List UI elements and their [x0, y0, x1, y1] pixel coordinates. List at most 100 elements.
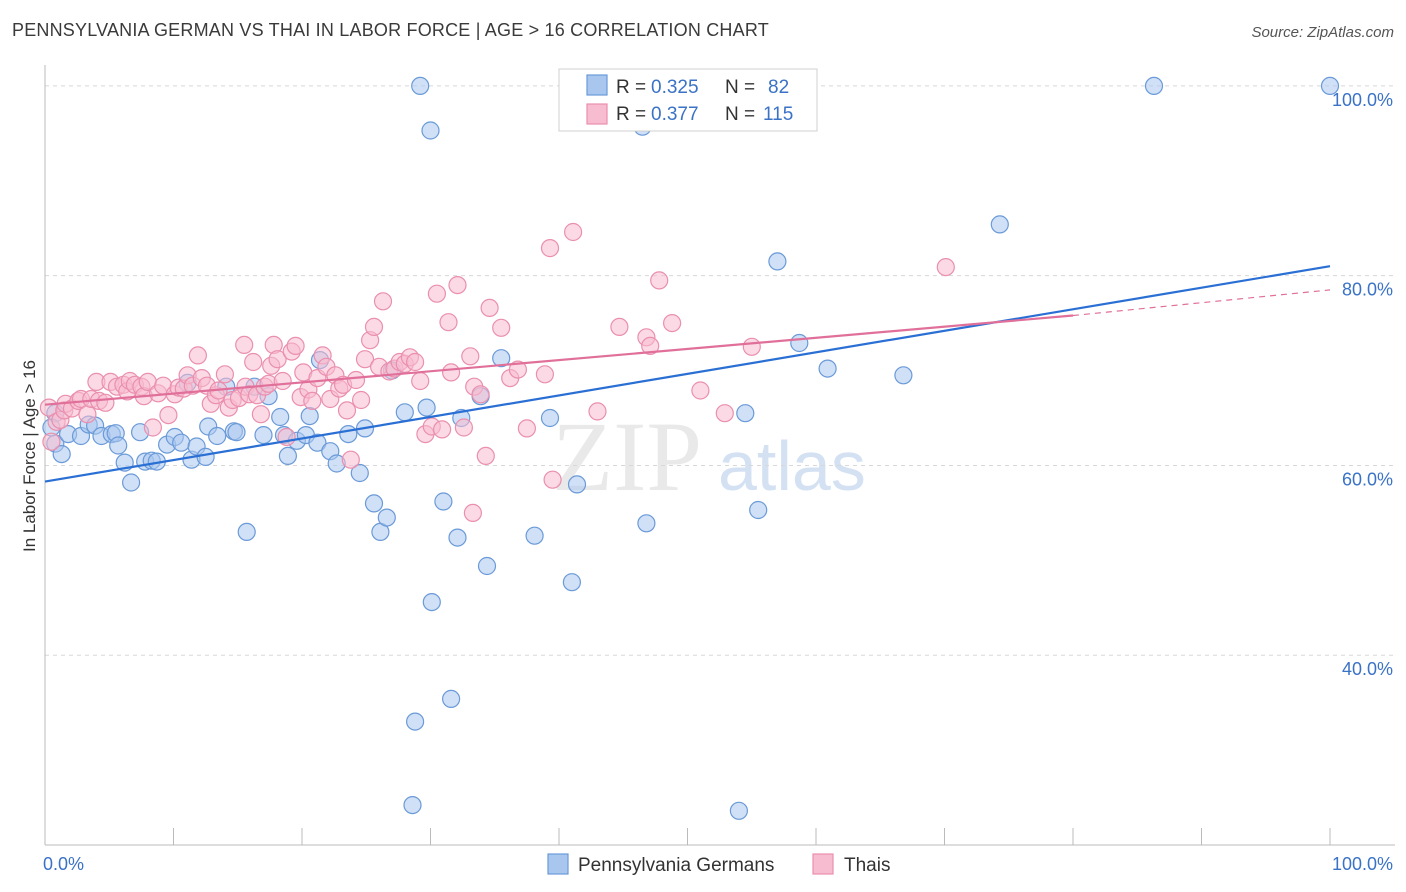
- data-point: [463, 503, 482, 523]
- data-point: [540, 239, 560, 258]
- data-point: [422, 592, 441, 612]
- data-point: [403, 795, 422, 815]
- data-point: [235, 335, 254, 354]
- data-point: [337, 401, 357, 420]
- data-point: [427, 284, 446, 303]
- data-point: [52, 445, 71, 464]
- data-point: [196, 447, 215, 466]
- data-point: [172, 433, 191, 452]
- data-point: [454, 418, 473, 437]
- x-tick-label: 100.0%: [1332, 854, 1393, 874]
- data-point: [244, 352, 263, 372]
- data-point: [768, 252, 787, 271]
- stats-n-label-blue: N =: [725, 77, 755, 98]
- x-tick-label: 0.0%: [43, 854, 84, 874]
- trend-lines: [44, 265, 1331, 483]
- chart-title: PENNSYLVANIA GERMAN VS THAI IN LABOR FOR…: [12, 20, 769, 40]
- stats-swatch-pink: [586, 103, 608, 125]
- data-point: [439, 313, 458, 332]
- data-point: [543, 470, 562, 489]
- data-point: [936, 258, 955, 277]
- stats-swatch-blue: [586, 74, 608, 96]
- data-point: [433, 420, 452, 439]
- data-point: [278, 446, 297, 465]
- data-point: [208, 426, 227, 446]
- data-point: [610, 317, 629, 336]
- data-point: [563, 222, 583, 242]
- data-point: [159, 406, 178, 425]
- trend-line-thais: [44, 314, 1074, 406]
- data-point: [729, 801, 749, 820]
- data-point: [109, 436, 128, 455]
- data-point: [434, 492, 453, 511]
- series-legend-swatch-thais: [812, 853, 834, 875]
- data-point: [251, 405, 270, 424]
- data-point: [818, 359, 837, 378]
- data-point: [442, 363, 461, 382]
- chart-source: Source: ZipAtlas.com: [1251, 24, 1394, 41]
- data-point: [421, 121, 440, 140]
- watermark: ZIP atlas: [552, 401, 866, 512]
- data-point: [303, 391, 322, 410]
- data-point: [346, 370, 366, 390]
- data-point: [406, 712, 425, 731]
- y-tick-label: 60.0%: [1342, 469, 1393, 489]
- data-point: [42, 432, 61, 451]
- data-point: [254, 426, 273, 445]
- stats-r-value-blue: 0.325: [651, 77, 699, 98]
- data-point: [364, 317, 384, 336]
- stats-r-label-pink: R =: [616, 104, 646, 125]
- data-point: [461, 347, 480, 366]
- series-legend: Pennsylvania Germans Thais: [547, 853, 890, 876]
- grid-lines: [45, 85, 1395, 656]
- data-point: [406, 352, 425, 372]
- data-point: [894, 366, 913, 385]
- data-point: [662, 314, 682, 333]
- stats-n-value-pink: 115: [763, 104, 793, 125]
- data-point: [143, 418, 162, 437]
- data-point: [227, 423, 246, 442]
- data-point: [790, 333, 809, 353]
- watermark-atlas: atlas: [718, 427, 866, 505]
- data-point: [237, 522, 256, 542]
- data-point: [517, 419, 537, 438]
- data-point: [350, 463, 369, 483]
- data-point: [448, 528, 467, 547]
- data-point: [1320, 76, 1340, 96]
- data-point: [122, 473, 141, 492]
- data-point: [188, 346, 207, 365]
- data-point: [650, 271, 669, 290]
- data-point: [300, 407, 319, 426]
- data-point: [562, 573, 582, 592]
- axes: [44, 65, 1395, 846]
- data-point: [286, 336, 305, 355]
- data-point: [364, 494, 384, 513]
- y-tick-label: 40.0%: [1342, 659, 1393, 679]
- data-point: [480, 298, 499, 317]
- y-tick-label: 100.0%: [1332, 90, 1393, 110]
- data-point: [471, 385, 490, 404]
- data-point: [749, 500, 768, 520]
- stats-legend: R = 0.325 N = 82 R = 0.377 N = 115: [558, 68, 818, 132]
- stats-n-value-blue: 82: [768, 77, 789, 98]
- data-point: [1144, 76, 1164, 96]
- data-point: [567, 475, 587, 494]
- y-tick-label: 80.0%: [1342, 280, 1393, 300]
- data-point: [271, 407, 290, 427]
- data-point: [96, 393, 115, 412]
- data-point: [508, 360, 528, 379]
- data-point: [377, 508, 396, 527]
- y-axis-title: In Labor Force | Age > 16: [20, 360, 39, 552]
- data-point: [395, 403, 414, 422]
- data-point: [442, 689, 461, 709]
- series-legend-swatch-pennsylvania-germans: [547, 853, 569, 875]
- stats-r-label-blue: R =: [616, 77, 646, 98]
- stats-n-label-pink: N =: [725, 104, 755, 125]
- data-point: [355, 350, 375, 369]
- data-point: [535, 365, 555, 384]
- data-point: [476, 446, 495, 465]
- data-point: [339, 425, 358, 444]
- data-point: [273, 371, 292, 391]
- data-point: [990, 215, 1009, 234]
- series-legend-label-thais: Thais: [844, 855, 890, 876]
